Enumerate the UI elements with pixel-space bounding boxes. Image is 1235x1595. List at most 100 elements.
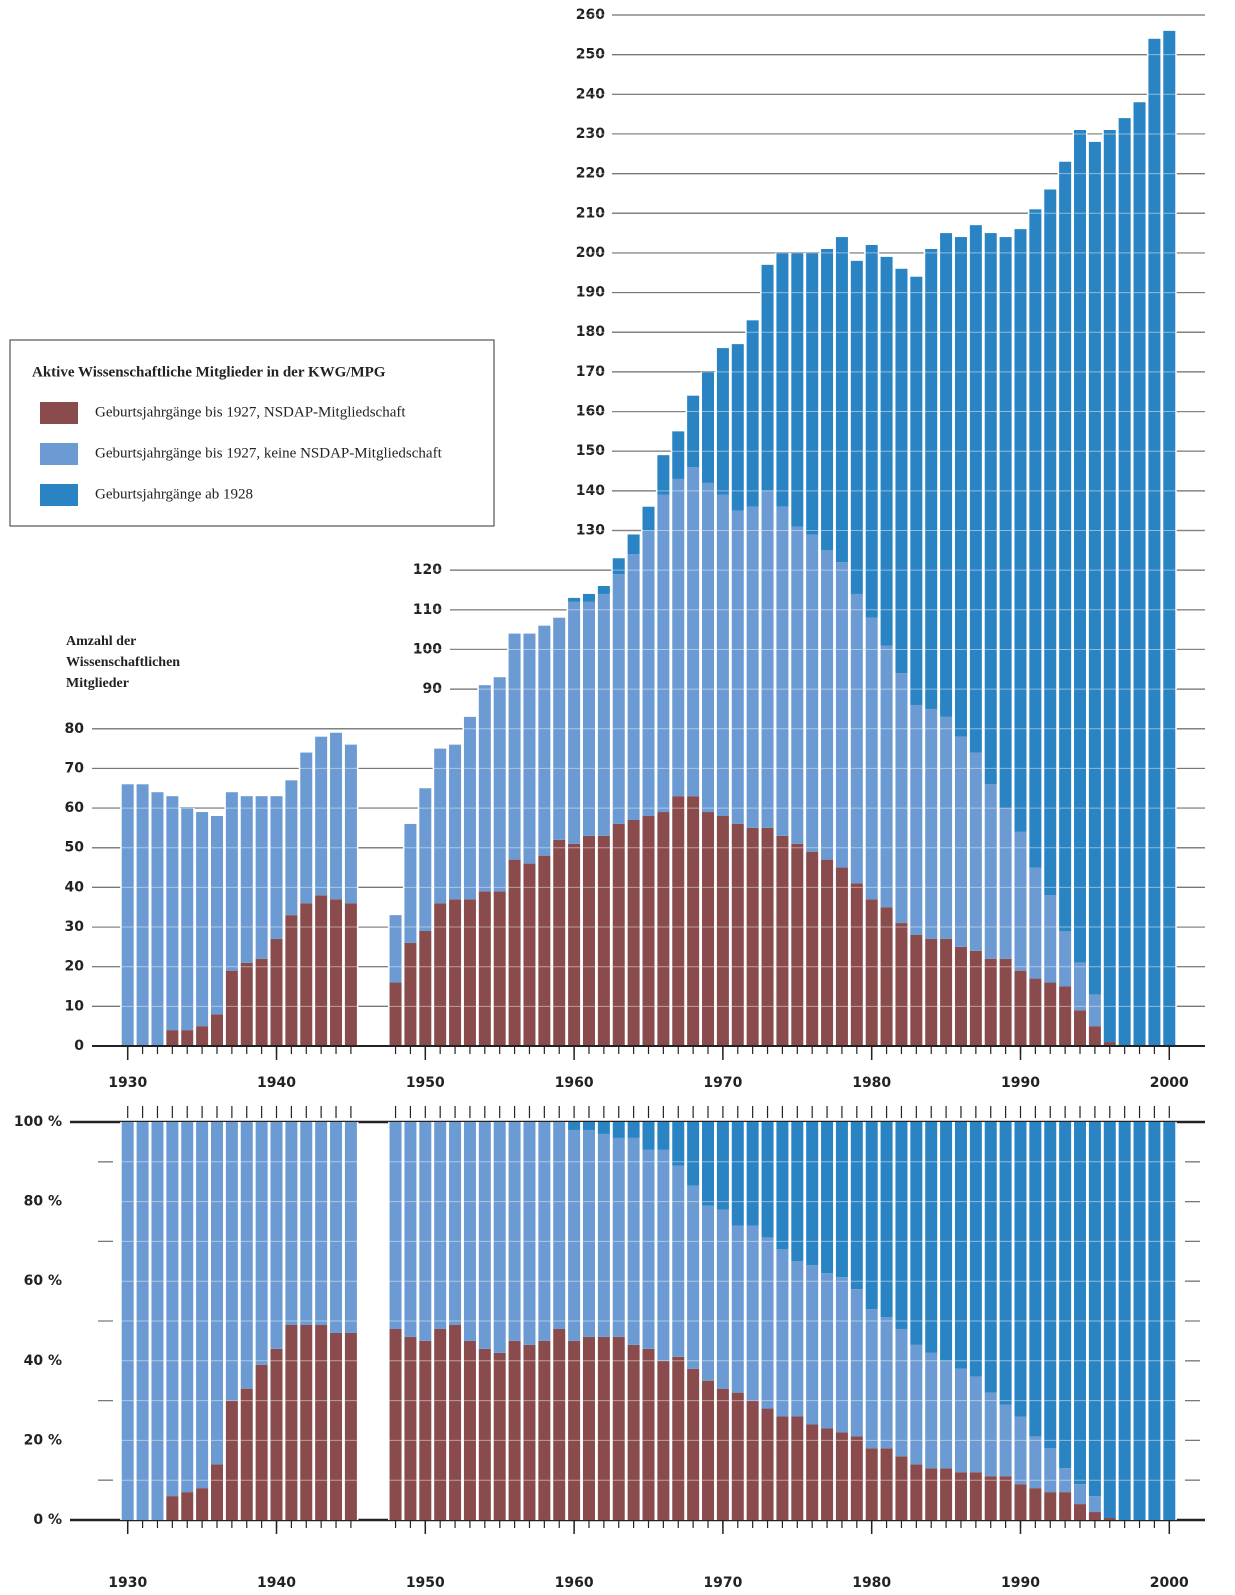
y-tick-label: 40 % [24, 1353, 62, 1369]
x-tick-label: 1980 [852, 1075, 891, 1091]
bar [984, 784, 997, 959]
bar [240, 1122, 253, 1389]
bar [612, 1122, 625, 1138]
bar [954, 237, 967, 737]
bar [999, 958, 1012, 1046]
bar [895, 673, 908, 924]
bar [478, 685, 491, 892]
y-tick-label: 10 [65, 998, 85, 1014]
bar [716, 1388, 729, 1520]
bar [270, 796, 283, 939]
y-tick-label: 40 [65, 879, 85, 895]
bar [642, 506, 655, 531]
bar [1059, 161, 1072, 932]
bar [523, 633, 536, 864]
bar [761, 1237, 774, 1409]
bar [330, 1122, 343, 1333]
y-tick-label: 0 [74, 1038, 84, 1054]
bar [404, 823, 417, 943]
bar [672, 796, 685, 1046]
y-tick-label: 200 [576, 245, 605, 261]
bar [255, 1364, 268, 1520]
y-tick-label: 100 % [14, 1114, 62, 1130]
bar [776, 252, 789, 507]
legend-swatch [40, 402, 78, 424]
bar [702, 812, 715, 1046]
x-tick-label: 1940 [257, 1075, 296, 1091]
bar [1014, 1416, 1027, 1485]
bar [330, 899, 343, 1046]
bar [835, 1122, 848, 1278]
bar [538, 1340, 551, 1520]
y-tick-label: 0 % [33, 1512, 62, 1528]
y-tick-label: 90 [423, 681, 443, 697]
bar [1088, 141, 1101, 995]
bar [910, 1464, 923, 1520]
bar [434, 1328, 447, 1520]
bar [835, 1277, 848, 1433]
bar [791, 1122, 804, 1262]
x-tick-label: 1960 [555, 1075, 594, 1091]
bar [1014, 1122, 1027, 1417]
bar [151, 792, 164, 1046]
bar [404, 942, 417, 1046]
bar [330, 732, 343, 900]
bar [1029, 1122, 1042, 1437]
bar [315, 895, 328, 1046]
bar [835, 237, 848, 563]
bar [1103, 1518, 1116, 1520]
bar [1074, 1504, 1087, 1520]
bar [657, 1360, 670, 1520]
y-tick-label: 20 [65, 959, 85, 975]
y-tick-label: 230 [576, 126, 605, 142]
bar [449, 1122, 462, 1325]
bar [255, 958, 268, 1046]
bar [716, 348, 729, 495]
y-tick-label: 80 [65, 721, 85, 737]
x-tick-label: 1990 [1001, 1075, 1040, 1091]
bar [969, 1376, 982, 1473]
bar [330, 1332, 343, 1520]
bar [449, 899, 462, 1046]
bar [568, 843, 581, 1046]
y-tick-label: 120 [413, 562, 442, 578]
bar [910, 276, 923, 705]
bar [582, 601, 595, 836]
bar [434, 748, 447, 904]
bar [984, 958, 997, 1046]
bar [880, 1122, 893, 1318]
bar [1133, 1122, 1146, 1520]
bar [1029, 978, 1042, 1046]
bar [1059, 1492, 1072, 1520]
bar [791, 252, 804, 527]
bar [1014, 831, 1027, 971]
bar [419, 1122, 432, 1341]
y-tick-label: 220 [576, 166, 605, 182]
bar [300, 752, 313, 904]
bar [761, 490, 774, 828]
bar [806, 534, 819, 852]
bar [746, 320, 759, 507]
bar [821, 1122, 834, 1274]
y-tick-label: 70 [65, 760, 85, 776]
bar [255, 1122, 268, 1365]
bar [121, 1122, 134, 1520]
bar [999, 237, 1012, 809]
bar [1029, 209, 1042, 868]
y-tick-label: 240 [576, 86, 605, 102]
bar [746, 1225, 759, 1401]
y-tick-label: 150 [576, 443, 605, 459]
bar [776, 1122, 789, 1250]
bar [791, 526, 804, 844]
bar [1014, 1484, 1027, 1520]
bar [850, 1289, 863, 1437]
bar [270, 1122, 283, 1349]
bar [538, 625, 551, 856]
bar [419, 931, 432, 1046]
y-tick-label: 140 [576, 483, 605, 499]
x-tick-label: 1980 [852, 1575, 891, 1591]
bar [627, 554, 640, 820]
bar [478, 1122, 491, 1349]
x-tick-label: 1960 [555, 1575, 594, 1591]
